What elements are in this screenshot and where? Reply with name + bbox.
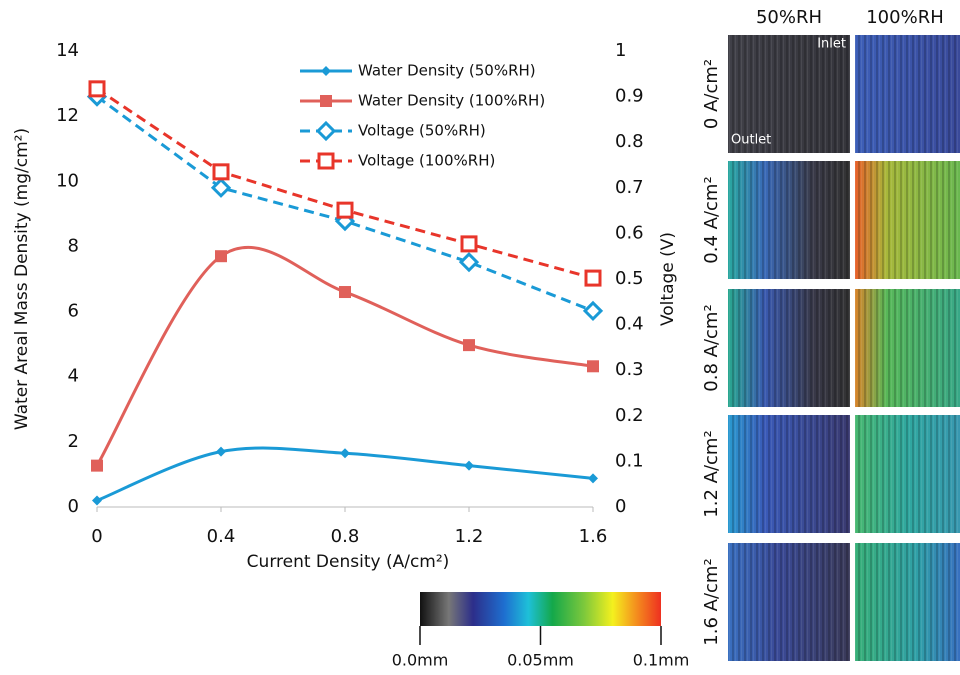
legend-label: Water Density (100%RH) — [358, 92, 545, 110]
y-axis-title: Water Areal Mass Density (mg/cm²) — [12, 128, 32, 430]
colorbar-tick-label: 0.05mm — [507, 651, 574, 670]
marker — [458, 252, 480, 273]
marker — [582, 300, 604, 322]
y-tick-label: 0 — [68, 496, 79, 517]
marker — [460, 235, 478, 253]
map-texture — [728, 289, 850, 407]
column-header: 50%RH — [756, 7, 822, 28]
series-line — [96, 95, 594, 313]
map-texture — [855, 289, 960, 407]
marker — [210, 177, 232, 198]
y-tick-label: 14 — [56, 40, 79, 61]
map-texture — [728, 161, 850, 279]
legend-label: Voltage (100%RH) — [358, 152, 495, 170]
x-tick-label: 1.6 — [579, 526, 608, 547]
marker — [320, 95, 332, 107]
y-tick-label: 4 — [68, 366, 79, 387]
map-texture — [855, 161, 960, 279]
marker — [464, 460, 474, 471]
marker — [463, 339, 475, 352]
y2-tick-label: 0.1 — [615, 450, 644, 471]
x-tick-label: 1.2 — [455, 526, 484, 547]
y2-tick-label: 0.4 — [615, 314, 644, 335]
marker — [340, 448, 350, 459]
marker — [215, 250, 227, 263]
map-texture — [855, 415, 960, 533]
row-label: 0.8 A/cm² — [701, 304, 722, 391]
y2-tick-label: 0.6 — [615, 222, 644, 243]
image-panel: 50%RH 100%RH 0 A/cm² 0.4 A/cm² 0.8 A/cm² 1.2 … — [701, 7, 960, 661]
marker — [212, 163, 230, 181]
row-label: 0 A/cm² — [701, 59, 722, 129]
y2-tick-label: 0 — [615, 496, 626, 517]
y-tick-label: 10 — [56, 170, 79, 191]
x-tick-label: 0 — [91, 526, 102, 547]
map-texture — [728, 415, 850, 533]
marker — [315, 120, 337, 142]
y-tick-label: 2 — [68, 431, 79, 452]
marker — [321, 66, 331, 76]
y2-tick-label: 1 — [615, 40, 626, 61]
marker — [317, 152, 335, 170]
marker — [336, 201, 354, 219]
series-line — [95, 245, 594, 467]
row-label: 1.6 A/cm² — [701, 558, 722, 645]
colorbar-tick-label: 0.1mm — [633, 651, 690, 670]
marker — [584, 269, 602, 287]
row-label: 1.2 A/cm² — [701, 430, 722, 517]
outlet-label: Outlet — [731, 133, 771, 148]
colorbar: 0.0mm 0.05mm 0.1mm — [392, 592, 690, 670]
y-tick-label: 12 — [56, 105, 79, 126]
colorbar-tick-label: 0.0mm — [392, 651, 449, 670]
inlet-label: Inlet — [817, 37, 846, 52]
plot: Current Density (A/cm²) Water Areal Mass… — [12, 40, 678, 572]
colorbar-gradient — [420, 592, 661, 626]
legend-label: Voltage (50%RH) — [358, 122, 486, 140]
y2-tick-label: 0.5 — [615, 268, 644, 289]
map-texture — [855, 35, 960, 153]
marker — [92, 495, 102, 506]
marker — [339, 286, 351, 299]
column-header: 100%RH — [866, 7, 944, 28]
y2-tick-label: 0.3 — [615, 359, 644, 380]
marker — [91, 459, 103, 472]
map-texture — [728, 543, 850, 661]
marker — [88, 80, 106, 98]
map-texture — [728, 35, 850, 153]
y-tick-label: 6 — [68, 301, 79, 322]
legend-label: Water Density (50%RH) — [358, 62, 536, 80]
marker — [588, 473, 598, 484]
marker — [587, 360, 599, 373]
y-tick-label: 8 — [68, 235, 79, 256]
series-line — [96, 87, 594, 280]
y2-tick-label: 0.2 — [615, 405, 644, 426]
y2-tick-label: 0.8 — [615, 131, 644, 152]
x-axis-title: Current Density (A/cm²) — [247, 552, 450, 572]
y2-tick-label: 0.9 — [615, 86, 644, 107]
x-tick-label: 0.8 — [331, 526, 360, 547]
x-tick-label: 0.4 — [207, 526, 236, 547]
marker — [216, 446, 226, 457]
map-texture — [855, 543, 960, 661]
y2-tick-label: 0.7 — [615, 177, 644, 198]
y2-axis-title: Voltage (V) — [658, 232, 678, 326]
row-label: 0.4 A/cm² — [701, 176, 722, 263]
